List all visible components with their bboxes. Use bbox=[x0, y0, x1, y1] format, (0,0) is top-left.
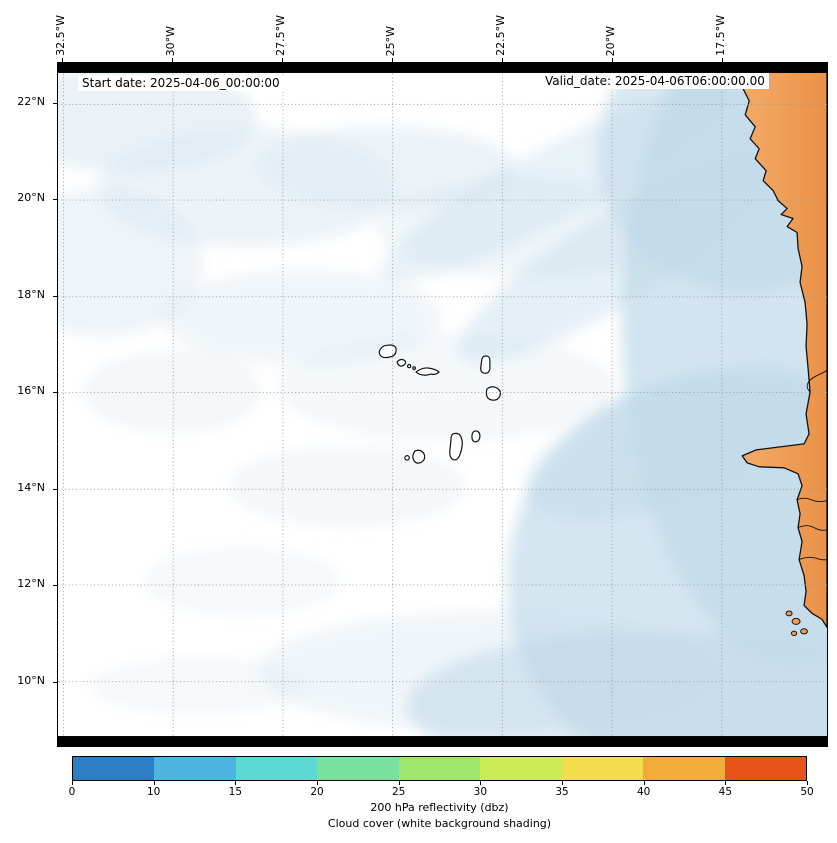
lon-tick-label: 32.5°W bbox=[54, 15, 67, 56]
lon-tick-mark bbox=[722, 58, 723, 62]
lon-tick-label: 17.5°W bbox=[714, 15, 727, 56]
colorbar-segment bbox=[561, 757, 644, 780]
colorbar-tick-label: 50 bbox=[800, 786, 814, 798]
colorbar-tick-mark bbox=[725, 781, 727, 785]
lon-tick-mark bbox=[612, 58, 613, 62]
gridlines bbox=[58, 63, 827, 746]
lat-tick-label: 10°N bbox=[17, 674, 45, 687]
colorbar-segment bbox=[643, 757, 725, 780]
colorbar-tick-mark bbox=[235, 781, 237, 785]
lon-tick-mark bbox=[392, 58, 393, 62]
river-lines bbox=[796, 369, 827, 561]
map-canvas bbox=[58, 63, 827, 746]
colorbar-tick-label: 20 bbox=[310, 786, 324, 798]
bijagos-islands bbox=[785, 610, 808, 637]
lon-tick-label: 22.5°W bbox=[494, 15, 507, 56]
colorbar-segment bbox=[724, 757, 806, 780]
valid-date-annotation: Valid_date: 2025-04-06T06:00:00.00 bbox=[541, 73, 769, 89]
cape-verde-islands bbox=[378, 344, 502, 464]
colorbar-tick-mark bbox=[480, 781, 482, 785]
colorbar-axis-label: 200 hPa reflectivity (dbz) bbox=[370, 801, 509, 814]
map-plot: Start date: 2025-04-06_00:00:00 Valid_da… bbox=[57, 62, 828, 747]
start-date-annotation: Start date: 2025-04-06_00:00:00 bbox=[78, 75, 284, 91]
lat-tick-label: 14°N bbox=[17, 481, 45, 494]
lon-tick-mark bbox=[172, 58, 173, 62]
cloud-shading bbox=[58, 63, 827, 746]
lat-tick-label: 16°N bbox=[17, 384, 45, 397]
longitude-axis: 32.5°W 30°W 27.5°W 25°W 22.5°W 20°W 17.5°W bbox=[54, 0, 828, 58]
map-top-black-bar bbox=[58, 63, 827, 73]
colorbar-tick-label: 0 bbox=[68, 786, 76, 798]
colorbar-tick-label: 10 bbox=[146, 786, 161, 798]
colorbar-segment bbox=[235, 757, 318, 780]
lat-tick-mark bbox=[53, 585, 57, 586]
lat-tick-mark bbox=[53, 199, 57, 200]
colorbar-segment bbox=[398, 757, 481, 780]
colorbar-segment bbox=[154, 757, 236, 780]
colorbar-tick-mark bbox=[562, 781, 563, 785]
colorbar-tick-label: 30 bbox=[473, 786, 488, 798]
lat-tick-mark bbox=[53, 392, 57, 393]
colorbar-segments bbox=[73, 757, 806, 780]
lon-tick-mark bbox=[62, 58, 63, 62]
colorbar-tick-mark bbox=[72, 781, 73, 785]
map-bottom-black-bar bbox=[58, 736, 827, 746]
figure-subtitle: Cloud cover (white background shading) bbox=[327, 817, 552, 830]
colorbar bbox=[72, 756, 807, 781]
lon-tick-label: 25°W bbox=[384, 25, 397, 56]
colorbar-segment bbox=[480, 757, 562, 780]
colorbar-tick-mark bbox=[153, 781, 155, 785]
lat-tick-label: 12°N bbox=[17, 577, 45, 590]
lon-tick-label: 30°W bbox=[164, 25, 177, 56]
lon-tick-mark bbox=[502, 58, 503, 62]
colorbar-segment bbox=[73, 757, 155, 780]
colorbar-tick-mark bbox=[398, 781, 400, 785]
lat-tick-label: 20°N bbox=[17, 191, 45, 204]
colorbar-tick-mark bbox=[807, 781, 808, 785]
lon-tick-label: 20°W bbox=[604, 25, 617, 56]
colorbar-segment bbox=[317, 757, 399, 780]
colorbar-tick-label: 15 bbox=[228, 786, 243, 798]
colorbar-tick-mark bbox=[317, 781, 318, 785]
lat-tick-label: 22°N bbox=[17, 95, 45, 108]
lat-tick-label: 18°N bbox=[17, 288, 45, 301]
colorbar-tick-label: 35 bbox=[555, 786, 569, 798]
colorbar-tick-label: 40 bbox=[636, 786, 651, 798]
colorbar-tick-mark bbox=[643, 781, 645, 785]
lat-tick-mark bbox=[53, 103, 57, 104]
lat-tick-mark bbox=[53, 682, 57, 683]
lat-tick-mark bbox=[53, 489, 57, 490]
colorbar-tick-label: 25 bbox=[391, 786, 406, 798]
lon-tick-label: 27.5°W bbox=[274, 15, 287, 56]
colorbar-tick-label: 45 bbox=[718, 786, 733, 798]
latitude-axis: 22°N 20°N 18°N 16°N 14°N 12°N 10°N bbox=[0, 62, 53, 747]
lat-tick-mark bbox=[53, 296, 57, 297]
lon-tick-mark bbox=[282, 58, 283, 62]
